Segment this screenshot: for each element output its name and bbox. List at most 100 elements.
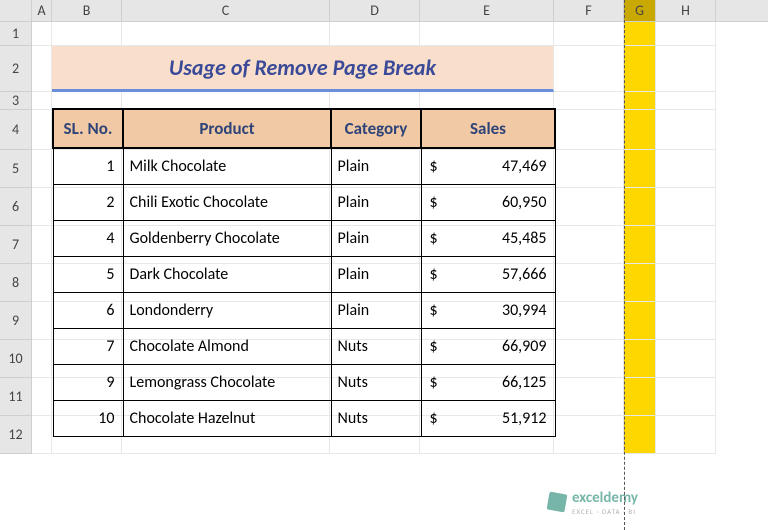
row-header-4[interactable]: 4 (0, 110, 32, 150)
cell-A1[interactable] (32, 22, 52, 46)
cell-F7[interactable] (554, 226, 624, 264)
col-header-D[interactable]: D (330, 0, 420, 21)
cell-F9[interactable] (554, 302, 624, 340)
cell-H5[interactable] (656, 150, 716, 188)
cell-H7[interactable] (656, 226, 716, 264)
cell-G3[interactable] (624, 92, 656, 110)
cell-F6[interactable] (554, 188, 624, 226)
cell-H12[interactable] (656, 416, 716, 454)
cell-C1[interactable] (122, 22, 330, 46)
cell-sales[interactable]: $47,469 (421, 148, 555, 184)
row-header-8[interactable]: 8 (0, 264, 32, 302)
cell-product[interactable]: Dark Chocolate (123, 256, 331, 292)
cell-G11[interactable] (624, 378, 656, 416)
title-cell[interactable]: Usage of Remove Page Break (52, 46, 554, 92)
cell-F5[interactable] (554, 150, 624, 188)
cell-product[interactable]: Milk Chocolate (123, 148, 331, 184)
cell-F3[interactable] (554, 92, 624, 110)
cell-H8[interactable] (656, 264, 716, 302)
cell-H11[interactable] (656, 378, 716, 416)
cell-product[interactable]: Chocolate Hazelnut (123, 400, 331, 436)
cell-sl[interactable]: 7 (53, 328, 123, 364)
cell-D1[interactable] (330, 22, 420, 46)
cell-H3[interactable] (656, 92, 716, 110)
cell-sl[interactable]: 2 (53, 184, 123, 220)
cell-F11[interactable] (554, 378, 624, 416)
row-header-3[interactable]: 3 (0, 92, 32, 110)
select-all-corner[interactable] (0, 0, 32, 21)
cell-category[interactable]: Nuts (331, 328, 421, 364)
cell-H9[interactable] (656, 302, 716, 340)
header-product[interactable]: Product (123, 109, 331, 148)
cell-category[interactable]: Plain (331, 184, 421, 220)
cell-product[interactable]: Lemongrass Chocolate (123, 364, 331, 400)
col-header-F[interactable]: F (554, 0, 624, 21)
cell-B1[interactable] (52, 22, 122, 46)
cell-F1[interactable] (554, 22, 624, 46)
cell-F2[interactable] (554, 46, 624, 92)
row-header-10[interactable]: 10 (0, 340, 32, 378)
cell-product[interactable]: Goldenberry Chocolate (123, 220, 331, 256)
cell-sales[interactable]: $60,950 (421, 184, 555, 220)
row-header-6[interactable]: 6 (0, 188, 32, 226)
col-header-H[interactable]: H (656, 0, 716, 21)
cell-A4[interactable] (32, 110, 52, 150)
cell-H2[interactable] (656, 46, 716, 92)
cell-A11[interactable] (32, 378, 52, 416)
cell-G2[interactable] (624, 46, 656, 92)
cell-G7[interactable] (624, 226, 656, 264)
row-header-1[interactable]: 1 (0, 22, 32, 46)
col-header-C[interactable]: C (122, 0, 330, 21)
cell-A3[interactable] (32, 92, 52, 110)
cell-sl[interactable]: 1 (53, 148, 123, 184)
row-header-2[interactable]: 2 (0, 46, 32, 92)
cell-product[interactable]: Chili Exotic Chocolate (123, 184, 331, 220)
cell-A8[interactable] (32, 264, 52, 302)
row-header-7[interactable]: 7 (0, 226, 32, 264)
col-header-A[interactable]: A (32, 0, 52, 21)
cell-sl[interactable]: 5 (53, 256, 123, 292)
cell-H6[interactable] (656, 188, 716, 226)
cell-H4[interactable] (656, 110, 716, 150)
cell-sl[interactable]: 4 (53, 220, 123, 256)
cell-A2[interactable] (32, 46, 52, 92)
cell-sl[interactable]: 9 (53, 364, 123, 400)
col-header-G[interactable]: G (624, 0, 656, 21)
cell-A5[interactable] (32, 150, 52, 188)
cell-product[interactable]: Londonderry (123, 292, 331, 328)
row-header-5[interactable]: 5 (0, 150, 32, 188)
cell-H10[interactable] (656, 340, 716, 378)
cell-A6[interactable] (32, 188, 52, 226)
cell-G12[interactable] (624, 416, 656, 454)
cell-sales[interactable]: $30,994 (421, 292, 555, 328)
header-sl[interactable]: SL. No. (53, 109, 123, 148)
cell-sl[interactable]: 6 (53, 292, 123, 328)
cell-A7[interactable] (32, 226, 52, 264)
cell-product[interactable]: Chocolate Almond (123, 328, 331, 364)
cell-G4[interactable] (624, 110, 656, 150)
cell-sales[interactable]: $66,125 (421, 364, 555, 400)
col-header-B[interactable]: B (52, 0, 122, 21)
cell-sales[interactable]: $45,485 (421, 220, 555, 256)
cell-sl[interactable]: 10 (53, 400, 123, 436)
cell-category[interactable]: Nuts (331, 364, 421, 400)
cell-sales[interactable]: $57,666 (421, 256, 555, 292)
cell-category[interactable]: Plain (331, 148, 421, 184)
col-header-E[interactable]: E (420, 0, 554, 21)
row-header-9[interactable]: 9 (0, 302, 32, 340)
cell-G8[interactable] (624, 264, 656, 302)
cell-sales[interactable]: $51,912 (421, 400, 555, 436)
cell-H1[interactable] (656, 22, 716, 46)
cell-A10[interactable] (32, 340, 52, 378)
row-header-11[interactable]: 11 (0, 378, 32, 416)
cell-category[interactable]: Plain (331, 256, 421, 292)
cell-category[interactable]: Nuts (331, 400, 421, 436)
cell-G6[interactable] (624, 188, 656, 226)
header-category[interactable]: Category (331, 109, 421, 148)
cell-G5[interactable] (624, 150, 656, 188)
cell-F12[interactable] (554, 416, 624, 454)
cell-G9[interactable] (624, 302, 656, 340)
cell-F10[interactable] (554, 340, 624, 378)
cell-G10[interactable] (624, 340, 656, 378)
cell-G1[interactable] (624, 22, 656, 46)
